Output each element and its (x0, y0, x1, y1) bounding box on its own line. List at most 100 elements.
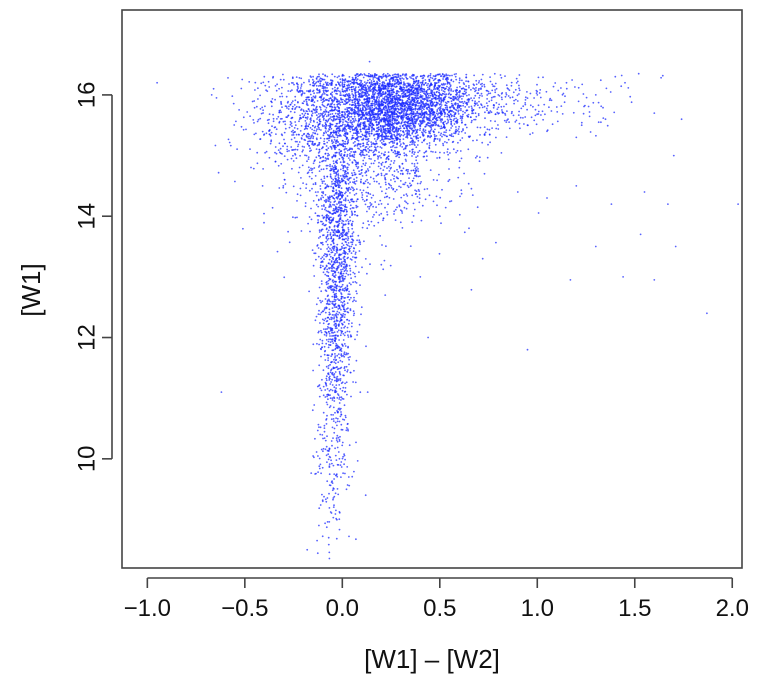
data-point (348, 484, 351, 487)
data-point (411, 122, 414, 125)
data-point (343, 391, 346, 393)
data-point (386, 127, 389, 130)
data-point (403, 152, 406, 155)
data-point (334, 234, 337, 237)
data-point (286, 158, 289, 161)
data-point (445, 73, 448, 76)
data-point (343, 263, 346, 266)
data-point (380, 142, 383, 144)
data-point (354, 261, 357, 263)
data-point (333, 504, 335, 507)
data-point (440, 132, 443, 135)
data-point (314, 132, 317, 135)
data-point (346, 270, 348, 272)
data-point (317, 455, 319, 457)
data-point (341, 301, 344, 304)
data-point (328, 389, 331, 392)
data-point (339, 216, 342, 219)
data-point (377, 158, 379, 160)
data-point (316, 342, 318, 345)
data-point (350, 115, 353, 118)
data-point (316, 128, 318, 131)
data-point (328, 330, 330, 333)
data-point (346, 326, 349, 329)
data-point (358, 239, 361, 242)
data-point (338, 528, 341, 531)
data-point (334, 259, 337, 262)
data-point (356, 334, 358, 336)
data-point (376, 145, 379, 148)
data-point (411, 139, 414, 142)
data-point (329, 247, 331, 250)
data-point (357, 162, 359, 165)
data-point (365, 174, 368, 177)
data-point (362, 149, 365, 151)
data-point (331, 102, 333, 105)
data-point (337, 353, 340, 355)
data-point (340, 150, 342, 153)
data-point (366, 272, 368, 275)
data-point (373, 107, 376, 110)
data-point (323, 254, 325, 257)
data-point (361, 107, 364, 110)
data-point (331, 378, 333, 381)
data-point (324, 81, 327, 84)
data-point (323, 180, 325, 183)
data-point (364, 180, 367, 183)
data-point (462, 95, 464, 98)
data-point (325, 401, 328, 404)
data-point (302, 182, 304, 185)
data-point (446, 148, 449, 151)
data-point (433, 120, 436, 123)
data-point (423, 108, 425, 111)
data-point (353, 312, 356, 315)
data-point (356, 137, 358, 140)
data-point (386, 118, 389, 120)
data-point (333, 194, 336, 197)
data-point (415, 114, 418, 117)
data-point (332, 506, 335, 508)
data-point (339, 280, 341, 282)
data-point (338, 116, 341, 119)
data-point (326, 164, 329, 167)
data-point (324, 122, 327, 124)
data-point (322, 192, 325, 195)
data-point (338, 114, 341, 117)
data-point (353, 194, 356, 196)
data-point (402, 112, 405, 114)
data-point (332, 464, 335, 467)
data-point (327, 215, 330, 217)
data-point (386, 123, 389, 126)
data-point (330, 99, 333, 101)
data-point (303, 92, 306, 95)
data-point (358, 98, 361, 101)
data-point (325, 201, 327, 204)
data-point (334, 261, 336, 264)
data-point (316, 385, 319, 388)
data-point (330, 381, 332, 383)
data-point (259, 117, 262, 120)
data-point (335, 171, 337, 174)
data-point (477, 114, 480, 117)
data-point (378, 84, 380, 87)
data-point (427, 86, 429, 89)
data-point (368, 119, 371, 121)
data-point (326, 395, 328, 398)
data-point (282, 185, 285, 187)
data-point (492, 106, 495, 109)
data-point (405, 160, 407, 162)
data-point (328, 473, 331, 476)
data-point (327, 119, 330, 122)
data-point (390, 98, 392, 100)
data-point (298, 141, 301, 143)
data-point (455, 78, 458, 81)
data-point (327, 89, 329, 92)
data-point (342, 308, 345, 310)
data-point (403, 143, 405, 145)
data-point (297, 83, 299, 86)
data-point (289, 110, 292, 113)
data-point (448, 116, 451, 119)
data-point (265, 132, 268, 135)
data-point (408, 150, 411, 153)
data-point (341, 343, 343, 346)
